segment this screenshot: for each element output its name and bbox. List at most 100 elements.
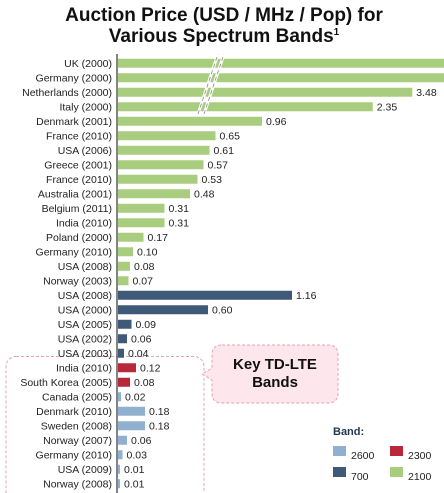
category-label: India (2010) [56,362,112,374]
category-label: Norway (2003) [43,275,112,287]
category-label: USA (2009) [58,464,112,476]
category-label: USA (2000) [58,304,112,316]
bar [118,406,145,416]
value-label: 0.57 [208,159,229,171]
category-label: USA (2008) [58,290,112,302]
chart-title-line2: Various Spectrum Bands1 [109,26,340,47]
value-label: 0.02 [125,391,146,403]
bar [118,334,127,344]
bar [118,464,120,474]
value-label: 0.96 [266,116,287,128]
value-label: 0.08 [134,377,155,389]
value-label: 3.48 [416,87,437,99]
bar [118,174,198,184]
category-label: Greece (2001) [44,159,112,171]
bar [118,261,130,271]
value-label: 0.65 [220,130,241,142]
bar [118,218,165,228]
value-label: 0.06 [131,435,152,447]
value-label: 0.18 [149,406,170,418]
category-label: Australia (2001) [38,188,112,200]
bar [118,73,444,83]
value-label: 0.31 [169,203,190,215]
value-label: 0.31 [169,217,190,229]
category-label: Norway (2007) [43,435,112,447]
bar [118,102,373,112]
legend-label: 700 [351,471,369,483]
category-label: USA (2003) [58,348,112,360]
value-label: 0.07 [133,275,154,287]
bars-group: UK (2000)6.24Germany (2000)5.95Netherlan… [20,53,444,493]
bar [118,290,292,300]
value-label: 0.53 [202,174,223,186]
category-label: USA (2005) [58,319,112,331]
category-label: France (2010) [46,130,112,142]
legend-label: 2600 [351,450,375,462]
legend-swatch [390,446,403,456]
category-label: Germany (2000) [36,72,112,84]
value-label: 0.61 [214,145,235,157]
value-label: 0.17 [148,232,169,244]
callout-line1: Key TD-LTE [233,356,317,373]
callout-line2: Bands [252,374,298,391]
bar [118,392,121,402]
bar [118,377,130,387]
category-label: India (2010) [56,217,112,229]
category-label: Canada (2005) [42,391,112,403]
value-label: 0.09 [136,319,157,331]
callout-bubble [201,344,339,404]
category-label: USA (2002) [58,333,112,345]
category-label: USA (2006) [58,145,112,157]
axis-break-marks [196,53,226,115]
legend-label: 2100 [408,471,432,483]
tdlte-dashed-outline [5,356,205,493]
bar [118,363,136,373]
category-label: Germany (2010) [36,449,112,461]
value-label: 0.12 [140,362,161,374]
category-label: USA (2008) [58,261,112,273]
value-label: 0.06 [131,333,152,345]
value-label: 0.04 [128,348,149,360]
chart-title-footnote: 1 [334,27,340,38]
value-label: 0.48 [194,188,215,200]
bar [118,450,123,460]
category-label: Belgium (2011) [42,203,112,215]
category-label: France (2010) [46,174,112,186]
category-label: Germany (2010) [36,246,112,258]
category-label: South Korea (2005) [20,377,112,389]
value-label: 0.03 [127,449,148,461]
value-label: 0.10 [137,246,158,258]
category-label: Sweden (2008) [41,420,112,432]
bar [118,160,204,170]
chart-title-line2-text: Various Spectrum Bands [109,26,334,47]
category-label: UK (2000) [64,58,112,70]
bar [118,189,190,199]
value-label: 0.01 [124,478,145,490]
value-label: 1.16 [296,290,317,302]
bar [118,87,413,97]
legend: Band: 2600 2300 700 2100 [333,426,432,483]
bar [118,421,145,431]
value-label: 0.60 [212,304,233,316]
chart-title-line1: Auction Price (USD / MHz / Pop) for [65,5,383,26]
value-label: 0.01 [124,464,145,476]
category-label: Poland (2000) [46,232,112,244]
bar [118,145,210,155]
bar [118,131,216,141]
legend-swatch [390,467,403,477]
bar [118,348,124,358]
bar [118,232,144,242]
axis-break-line [203,53,225,115]
bar [118,435,127,445]
bar [118,305,208,315]
category-label: Denmark (2010) [36,406,112,418]
category-label: Italy (2000) [59,101,112,113]
category-label: Denmark (2001) [36,116,112,128]
value-label: 2.35 [377,101,398,113]
legend-title: Band: [333,426,364,438]
category-label: Netherlands (2000) [22,87,112,99]
bar [118,203,165,213]
bar [118,58,444,68]
value-label: 0.18 [149,420,170,432]
